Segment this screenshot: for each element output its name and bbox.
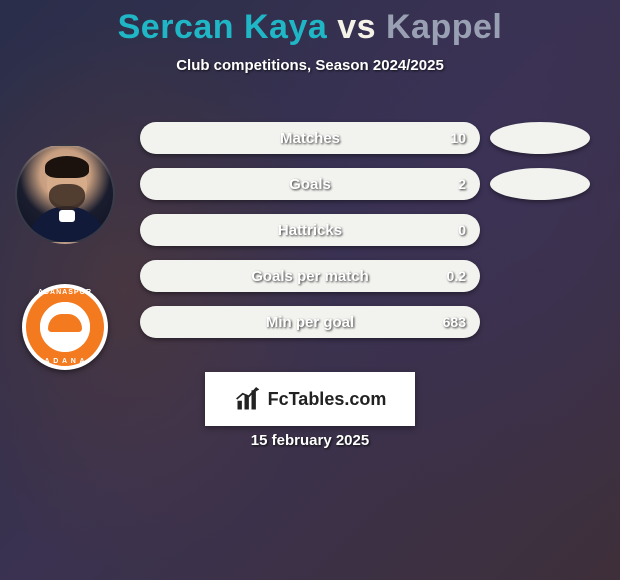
player2-column (490, 122, 590, 338)
date-label: 15 february 2025 (0, 432, 620, 449)
logo-text: FcTables.com (268, 389, 387, 410)
left-column: ADANASPOR A D A N A (10, 144, 120, 370)
player2-stat-placeholder (490, 122, 590, 154)
stat-value: 2 (458, 176, 466, 192)
title-vs: vs (337, 8, 376, 46)
page-title: Sercan Kaya vs Kappel (0, 8, 620, 47)
stat-row: Matches10 (140, 122, 480, 154)
content-root: Sercan Kaya vs Kappel Club competitions,… (0, 0, 620, 580)
fctables-logo: FcTables.com (205, 372, 415, 426)
stat-value: 0.2 (447, 268, 466, 284)
stat-label: Hattricks (140, 222, 480, 239)
badge-text-bottom: A D A N A (44, 358, 85, 365)
stat-row: Min per goal683 (140, 306, 480, 338)
player1-avatar (15, 144, 115, 244)
stats-column: Matches10 Goals2 Hattricks0 Goals per match… (140, 122, 480, 338)
stat-row: Goals2 (140, 168, 480, 200)
stat-value: 0 (458, 222, 466, 238)
badge-text-top: ADANASPOR (38, 289, 92, 296)
title-player2: Kappel (386, 8, 502, 46)
stat-row: Goals per match0.2 (140, 260, 480, 292)
subtitle: Club competitions, Season 2024/2025 (0, 57, 620, 74)
stat-value: 10 (450, 130, 466, 146)
stat-label: Goals (140, 176, 480, 193)
stat-label: Min per goal (140, 314, 480, 331)
title-player1: Sercan Kaya (118, 8, 328, 46)
stat-row: Hattricks0 (140, 214, 480, 246)
stat-value: 683 (443, 314, 466, 330)
stat-label: Goals per match (140, 268, 480, 285)
stat-label: Matches (140, 130, 480, 147)
player1-club-badge: ADANASPOR A D A N A (22, 284, 108, 370)
bar-chart-icon (234, 385, 262, 413)
player2-stat-placeholder (490, 168, 590, 200)
